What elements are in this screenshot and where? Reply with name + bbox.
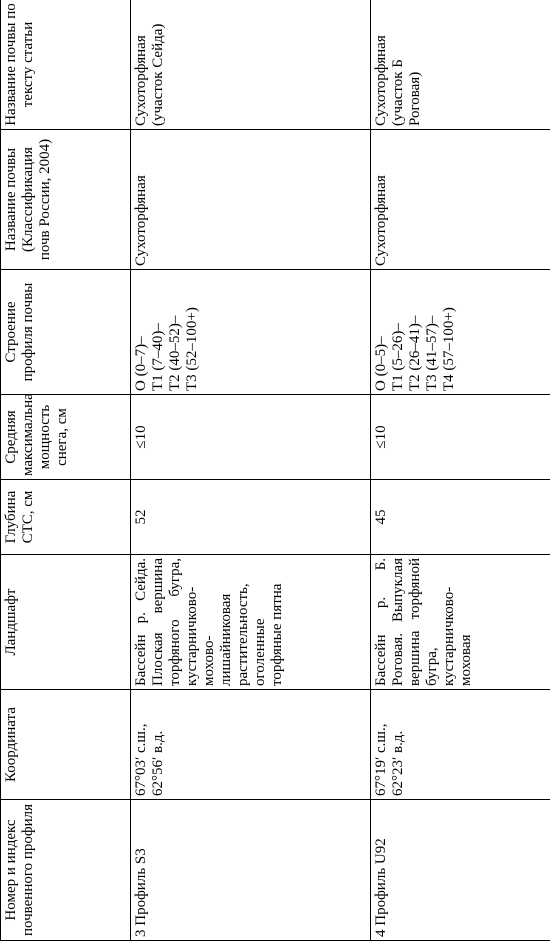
data-cell: 52 bbox=[130, 479, 371, 555]
data-cell: 45 bbox=[370, 479, 550, 555]
header-cell: Ландшафт bbox=[0, 554, 131, 690]
profile-line: T1 (7–40)– bbox=[150, 323, 166, 391]
data-cell: 67°19′ с.ш., 62°23′ в.д. bbox=[370, 689, 550, 800]
header-row: Номер и индекс почвенного профиля Координ… bbox=[0, 0, 131, 941]
data-cell: 3 Профиль S3 bbox=[130, 799, 371, 941]
data-cell: O (0–7)– T1 (7–40)– T2 (40–52)– T3 (52–100+… bbox=[130, 269, 371, 395]
header-cell: Название почвы по тексту статьи bbox=[0, 0, 131, 130]
data-cell: Бассейн р. Б. Роговая. Выпуклая вершина … bbox=[370, 554, 550, 690]
profile-line: T3 (41–57)– bbox=[424, 315, 440, 391]
data-cell: Бассейн р. Сейда. Плоская вершина торфян… bbox=[130, 554, 371, 690]
profile-line: O (0–7)– bbox=[133, 336, 149, 391]
data-row: 4 Профиль U92 67°19′ с.ш., 62°23′ в.д. Бас… bbox=[370, 0, 550, 941]
profile-line: T2 (40–52)– bbox=[167, 315, 183, 391]
data-cell: O (0–5)– T1 (5–26)– T2 (26–41)– T3 (41–57)–… bbox=[370, 269, 550, 395]
data-cell: ≤10 bbox=[130, 394, 371, 480]
data-cell: Сухоторфяная (участок Сейда) bbox=[130, 0, 371, 130]
profile-line: T4 (57–100+) bbox=[441, 307, 457, 391]
data-cell: Сухоторфяная (участок Б Роговая) bbox=[370, 0, 550, 130]
data-cell: 4 Профиль U92 bbox=[370, 799, 550, 941]
data-cell: ≤10 bbox=[370, 394, 550, 480]
profile-line: O (0–5)– bbox=[373, 336, 389, 391]
header-cell: Координата bbox=[0, 689, 131, 800]
profile-line: T1 (5–26)– bbox=[390, 323, 406, 391]
header-cell: Номер и индекс почвенного профиля bbox=[0, 799, 131, 941]
data-row: 3 Профиль S3 67°03′ с.ш., 62°56′ в.д. Басс… bbox=[130, 0, 371, 941]
profile-line: T2 (26–41)– bbox=[407, 315, 423, 391]
data-cell: Сухоторфяная bbox=[370, 129, 550, 270]
data-cell: Сухоторфяная bbox=[130, 129, 371, 270]
header-cell: Средняя максимальная мощность снега, см bbox=[0, 394, 131, 480]
header-cell: Глубина СТС, см bbox=[0, 479, 131, 555]
data-cell: 67°03′ с.ш., 62°56′ в.д. bbox=[130, 689, 371, 800]
header-cell: Название почвы (Классификация почв Росси… bbox=[0, 129, 131, 270]
header-cell: Строение профиля почвы bbox=[0, 269, 131, 395]
profile-line: T3 (52–100+) bbox=[184, 307, 200, 391]
